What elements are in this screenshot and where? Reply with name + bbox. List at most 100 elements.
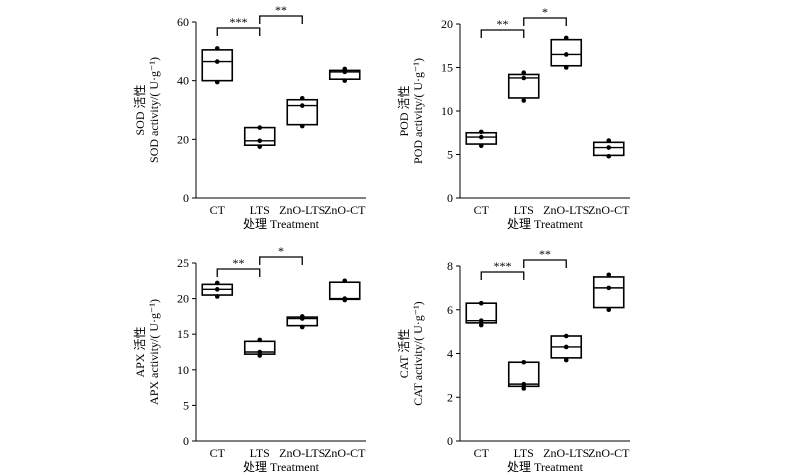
y-tick-label: 8 xyxy=(447,259,453,273)
y-tick-label: 15 xyxy=(177,327,189,341)
box-lts xyxy=(243,125,276,149)
x-tick-label-zno-ct: ZnO-CT xyxy=(324,446,366,460)
data-point xyxy=(563,65,569,70)
data-point xyxy=(521,386,527,391)
bracket-line xyxy=(523,17,567,26)
y-tick-label: 5 xyxy=(447,148,453,162)
data-point xyxy=(299,324,305,330)
y-tick-label: 15 xyxy=(441,61,453,75)
significance-bracket: *** xyxy=(216,15,261,36)
data-point xyxy=(342,78,348,83)
significance-bracket: *** xyxy=(480,259,525,280)
y-tick-label: 40 xyxy=(177,74,189,88)
box-lts xyxy=(507,359,540,391)
significance-bracket: ** xyxy=(480,17,525,38)
box-zno-lts xyxy=(550,333,583,363)
data-point xyxy=(478,129,484,135)
box-ct xyxy=(201,46,234,85)
y-tick-label: 6 xyxy=(447,303,453,317)
y-tick-label: 0 xyxy=(183,191,189,205)
y-axis-label-en: CAT activity/( U·g⁻¹) xyxy=(411,301,425,405)
x-tick-label-zno-lts: ZnO-LTS xyxy=(543,203,589,217)
bracket-line xyxy=(216,27,261,36)
x-axis-label: 处理 Treatment xyxy=(507,217,584,231)
box-zno-lts xyxy=(550,35,583,70)
data-point xyxy=(257,353,263,358)
y-tick-label: 0 xyxy=(447,434,453,448)
bracket-line xyxy=(259,256,303,265)
significance-bracket: * xyxy=(259,244,303,265)
box-lts xyxy=(507,70,540,103)
data-point xyxy=(478,300,484,306)
significance-label: *** xyxy=(494,259,512,273)
data-point xyxy=(214,59,220,64)
x-tick-label-zno-lts: ZnO-LTS xyxy=(279,446,325,460)
data-point xyxy=(257,144,263,149)
data-point xyxy=(521,381,527,387)
y-tick-label: 0 xyxy=(447,191,453,205)
x-tick-label-ct: CT xyxy=(474,446,490,460)
x-tick-label-zno-lts: ZnO-LTS xyxy=(543,446,589,460)
data-point xyxy=(478,322,484,328)
y-axis-label-cn: POD 活性 xyxy=(397,85,411,136)
data-point xyxy=(299,314,305,319)
significance-bracket: ** xyxy=(259,3,303,24)
y-tick-label: 20 xyxy=(177,292,189,306)
bracket-line xyxy=(480,271,525,280)
data-point xyxy=(299,123,305,129)
y-tick-label: 10 xyxy=(177,363,189,377)
data-point xyxy=(214,46,220,51)
data-point xyxy=(606,138,612,143)
x-axis-label: 处理 Treatment xyxy=(243,217,320,231)
data-point xyxy=(563,52,569,57)
data-point xyxy=(257,125,263,130)
data-point xyxy=(342,296,348,301)
data-point xyxy=(214,280,220,286)
bracket-line xyxy=(216,268,261,277)
data-point xyxy=(606,307,612,313)
significance-label: * xyxy=(542,5,548,19)
bracket-line xyxy=(523,259,567,268)
data-point xyxy=(521,70,527,76)
data-point xyxy=(521,98,527,103)
y-tick-label: 4 xyxy=(447,347,453,361)
data-point xyxy=(563,333,569,339)
data-point xyxy=(563,344,569,350)
y-axis-label-cn: CAT 活性 xyxy=(397,329,411,378)
x-tick-label-zno-lts: ZnO-LTS xyxy=(279,203,325,217)
y-axis-label-en: APX activity/( U·g⁻¹) xyxy=(147,299,161,405)
y-axis-label-cn: SOD 活性 xyxy=(133,84,147,135)
significance-label: *** xyxy=(230,15,248,29)
y-tick-label: 10 xyxy=(441,104,453,118)
data-point xyxy=(214,79,220,85)
box-lts xyxy=(243,337,276,358)
box-zno-ct xyxy=(592,138,625,159)
x-tick-label-lts: LTS xyxy=(250,203,270,217)
x-axis-label: 处理 Treatment xyxy=(243,460,320,474)
box-zno-ct xyxy=(328,66,361,83)
x-tick-label-zno-ct: ZnO-CT xyxy=(588,446,630,460)
y-axis-label-en: POD activity/( U·g⁻¹) xyxy=(411,58,425,164)
box-body xyxy=(201,49,234,82)
y-tick-label: 20 xyxy=(177,132,189,146)
data-point xyxy=(563,35,569,41)
data-point xyxy=(478,134,484,140)
data-point xyxy=(606,285,612,291)
y-tick-label: 5 xyxy=(183,398,189,412)
x-tick-label-lts: LTS xyxy=(514,203,534,217)
y-tick-label: 25 xyxy=(177,256,189,270)
y-axis-label-cn: APX 活性 xyxy=(133,326,147,377)
data-point xyxy=(342,66,348,72)
significance-label: ** xyxy=(497,17,509,31)
data-point xyxy=(478,318,484,323)
data-point xyxy=(606,153,612,159)
significance-label: ** xyxy=(233,256,245,270)
data-point xyxy=(257,349,263,355)
x-axis-label: 处理 Treatment xyxy=(507,460,584,474)
significance-label: * xyxy=(278,244,284,258)
y-tick-label: 20 xyxy=(441,17,453,31)
box-zno-lts xyxy=(286,95,319,129)
data-point xyxy=(257,138,263,144)
